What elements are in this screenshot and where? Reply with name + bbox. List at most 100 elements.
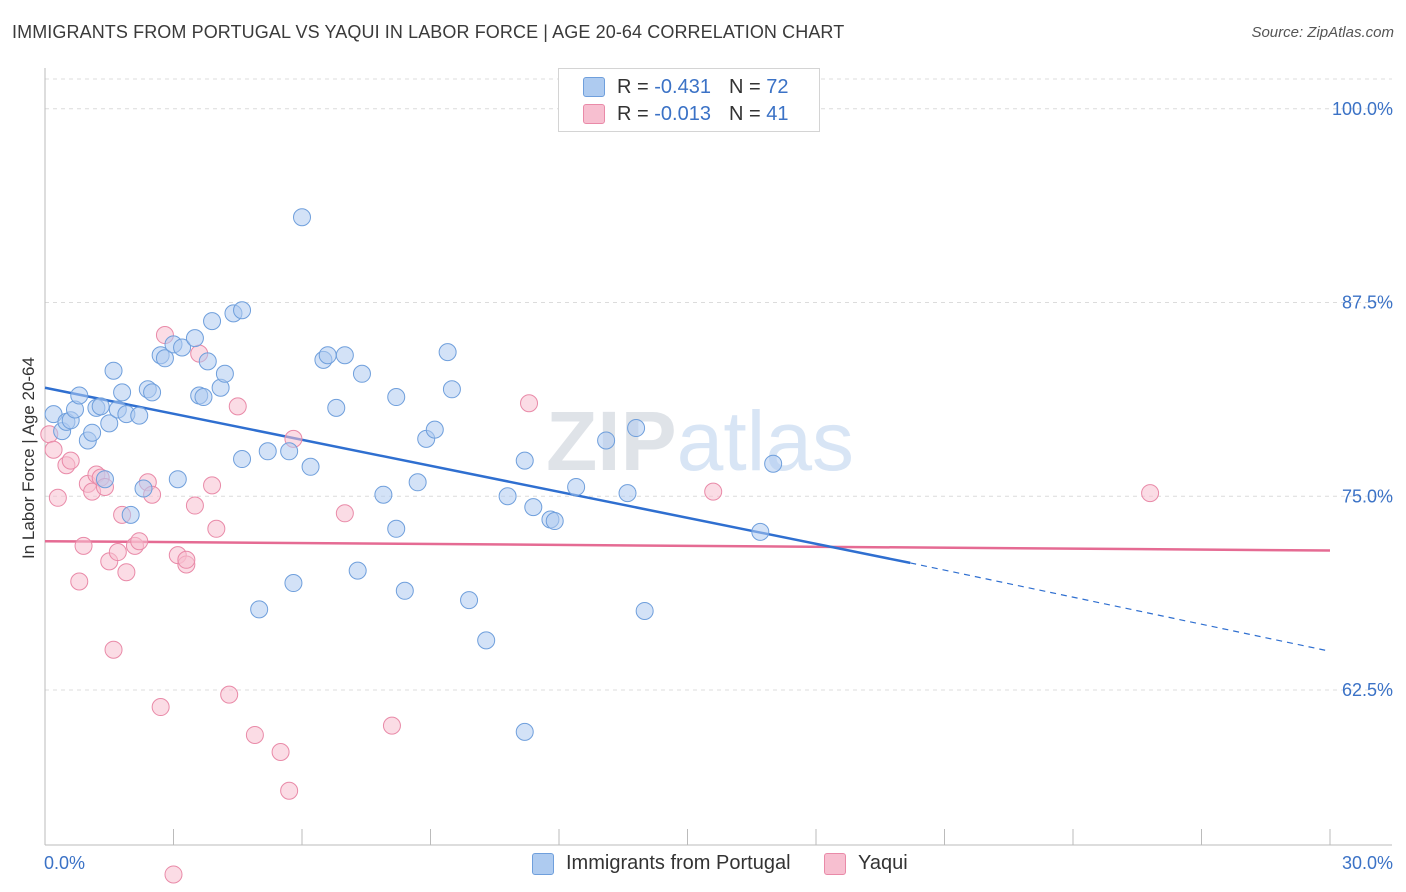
yaqui-point bbox=[1141, 484, 1160, 503]
legend-swatch-yaqui bbox=[583, 104, 605, 124]
portugal-point bbox=[83, 423, 102, 442]
portugal-point bbox=[395, 581, 414, 600]
portugal-point bbox=[130, 406, 149, 425]
portugal-point bbox=[284, 574, 303, 593]
legend-row-portugal: R = -0.431 N = 72 bbox=[583, 75, 788, 99]
yaqui-point bbox=[74, 536, 93, 555]
yaqui-point bbox=[177, 550, 196, 569]
yaqui-point bbox=[245, 725, 264, 744]
yaqui-point bbox=[61, 451, 80, 470]
r-label: R = bbox=[617, 75, 649, 98]
portugal-point bbox=[203, 312, 222, 331]
legend-swatch-portugal bbox=[583, 77, 605, 97]
portugal-point bbox=[408, 473, 427, 492]
portugal-point bbox=[95, 470, 114, 489]
y-tick-label: 100.0% bbox=[1332, 99, 1393, 119]
legend-row-yaqui: R = -0.013 N = 41 bbox=[583, 102, 788, 126]
yaqui-point bbox=[108, 543, 127, 562]
axes bbox=[44, 68, 1392, 846]
portugal-point bbox=[442, 380, 461, 399]
yaqui-point bbox=[70, 572, 89, 591]
x-tick-label: 0.0% bbox=[44, 853, 85, 873]
yaqui-point bbox=[335, 504, 354, 523]
portugal-point bbox=[198, 352, 217, 371]
portugal-point bbox=[618, 484, 637, 503]
yaqui-point bbox=[207, 519, 226, 538]
portugal-point bbox=[567, 477, 586, 496]
portugal-point bbox=[387, 388, 406, 407]
portugal-point bbox=[185, 329, 204, 348]
portugal-point bbox=[498, 487, 517, 506]
portugal-point bbox=[280, 442, 299, 461]
x-tick-labels: 0.0% 30.0% bbox=[44, 853, 1393, 873]
y-tick-labels: 100.0% 87.5% 75.0% 62.5% bbox=[1332, 99, 1393, 700]
r-value: -0.013 bbox=[654, 102, 711, 125]
portugal-point bbox=[233, 301, 252, 320]
portugal-point bbox=[258, 442, 277, 461]
yaqui-point bbox=[164, 865, 183, 884]
source-label: Source: ZipAtlas.com bbox=[1251, 24, 1394, 41]
portugal-trend-extension bbox=[910, 562, 1331, 652]
portugal-point bbox=[764, 454, 783, 473]
portugal-point bbox=[168, 470, 187, 489]
r-label: R = bbox=[617, 102, 649, 125]
portugal-point bbox=[545, 512, 564, 531]
portugal-point bbox=[460, 591, 479, 610]
portugal-point bbox=[100, 414, 119, 433]
yaqui-trend-line bbox=[44, 539, 1331, 552]
watermark: ZIPatlas bbox=[546, 394, 854, 488]
portugal-point bbox=[301, 457, 320, 476]
yaqui-point bbox=[185, 496, 204, 515]
chart-title: IMMIGRANTS FROM PORTUGAL VS YAQUI IN LAB… bbox=[12, 22, 845, 42]
portugal-point bbox=[215, 364, 234, 383]
portugal-point bbox=[121, 505, 140, 524]
portugal-point bbox=[134, 479, 153, 498]
yaqui-point bbox=[280, 781, 299, 800]
portugal-point bbox=[233, 450, 252, 469]
n-label: N = bbox=[728, 102, 761, 125]
r-value: -0.431 bbox=[654, 75, 711, 98]
correlation-legend: R = -0.431 N = 72 R = -0.013 N = 41 bbox=[558, 68, 820, 132]
yaqui-point bbox=[382, 716, 401, 735]
legend-label-yaqui: Yaqui bbox=[858, 852, 908, 874]
yaqui-point bbox=[228, 397, 247, 416]
yaqui-point bbox=[220, 685, 239, 704]
gridlines bbox=[45, 78, 1392, 691]
yaqui-point bbox=[271, 743, 290, 761]
portugal-point bbox=[387, 519, 406, 538]
y-axis-label: In Labor Force | Age 20-64 bbox=[19, 357, 38, 559]
portugal-point bbox=[524, 498, 543, 517]
portugal-point bbox=[751, 522, 770, 541]
portugal-point bbox=[635, 601, 654, 620]
portugal-point bbox=[173, 338, 192, 357]
n-label: N = bbox=[728, 75, 761, 98]
portugal-point bbox=[104, 361, 123, 380]
portugal-point bbox=[348, 561, 367, 580]
portugal-point bbox=[250, 600, 269, 619]
yaqui-point bbox=[520, 394, 539, 413]
yaqui-point bbox=[151, 698, 170, 717]
legend-swatch-yaqui bbox=[824, 852, 846, 875]
legend-item-portugal[interactable]: Immigrants from Portugal bbox=[532, 852, 791, 875]
portugal-point bbox=[352, 364, 371, 383]
legend-swatch-portugal bbox=[532, 852, 554, 875]
portugal-point bbox=[515, 451, 534, 470]
portugal-point bbox=[155, 349, 174, 368]
portugal-point bbox=[113, 383, 132, 402]
yaqui-point bbox=[104, 640, 123, 659]
portugal-point bbox=[318, 346, 337, 365]
portugal-point bbox=[425, 420, 444, 439]
portugal-point bbox=[438, 343, 457, 362]
portugal-point bbox=[335, 346, 354, 365]
y-tick-label: 75.0% bbox=[1342, 486, 1393, 506]
x-tick-label: 30.0% bbox=[1342, 853, 1393, 873]
n-value: 41 bbox=[766, 102, 789, 125]
legend-item-yaqui[interactable]: Yaqui bbox=[824, 852, 908, 875]
portugal-point bbox=[327, 398, 346, 417]
yaqui-point bbox=[48, 488, 67, 507]
portugal-point bbox=[91, 397, 110, 416]
portugal-point bbox=[515, 722, 534, 741]
series-legend: Immigrants from Portugal Yaqui bbox=[0, 852, 1406, 876]
portugal-point bbox=[143, 383, 162, 402]
